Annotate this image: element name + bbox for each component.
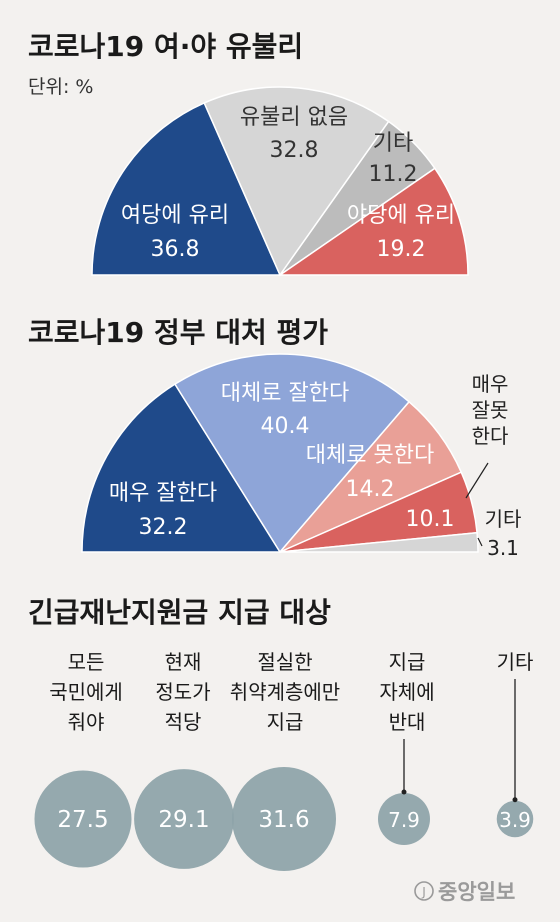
slice-label-3-2: 한다 bbox=[472, 424, 509, 448]
slice-value-0: 36.8 bbox=[151, 237, 200, 262]
bubble-label-2-0: 절실한 bbox=[257, 650, 312, 674]
slice-value-2: 14.2 bbox=[346, 477, 395, 502]
credit-text: 중앙일보 bbox=[438, 880, 515, 904]
bubble-label-2-1: 취약계층에만 bbox=[230, 680, 340, 704]
unit-label: 단위: % bbox=[28, 76, 93, 98]
slice-label-3-0: 매우 bbox=[472, 372, 509, 396]
slice-0 bbox=[81, 383, 282, 553]
bubble-4 bbox=[496, 800, 534, 838]
slice-label-3-1: 잘못 bbox=[472, 398, 509, 422]
copyright-icon bbox=[414, 881, 434, 901]
slice-label-2: 대체로 못한다 bbox=[306, 443, 434, 468]
bubble-value-4: 3.9 bbox=[499, 808, 531, 832]
slice-label-2: 기타 bbox=[373, 131, 413, 156]
slice-value-3: 19.2 bbox=[377, 237, 426, 262]
bubble-0 bbox=[34, 770, 132, 868]
bubble-value-0: 27.5 bbox=[57, 807, 108, 833]
slice-value-3: 10.1 bbox=[406, 507, 455, 532]
bubble-leader-dot-4 bbox=[512, 797, 518, 803]
bubble-label-3-0: 지급 bbox=[389, 650, 426, 674]
slice-label-1: 유불리 없음 bbox=[240, 105, 348, 130]
slice-value-1: 32.8 bbox=[270, 138, 319, 163]
bubble-label-3-1: 자체에 bbox=[379, 680, 434, 704]
slice-1 bbox=[173, 353, 411, 554]
chart-1-title: 코로나19 여·야 유불리 bbox=[28, 30, 303, 63]
chart-1-semicircle: 여당에 유리 36.8 유불리 없음 32.8 기타 11.2 야당에 유리 19.2 bbox=[91, 86, 469, 277]
slice-3 bbox=[277, 167, 469, 276]
slice-label-0: 매우 잘한다 bbox=[109, 481, 217, 506]
copyright-glyph: J bbox=[421, 885, 426, 899]
bubble-1 bbox=[134, 769, 234, 869]
slice-4 bbox=[279, 531, 479, 553]
slice-value-1: 40.4 bbox=[261, 414, 310, 439]
bubble-leader-dot-3 bbox=[401, 789, 407, 795]
slice-value-0: 32.2 bbox=[139, 515, 188, 540]
bubble-label-1-0: 현재 bbox=[165, 650, 202, 674]
bubble-label-1-1: 정도가 bbox=[155, 680, 210, 704]
chart-3-title: 긴급재난지원금 지급 대상 bbox=[28, 596, 331, 629]
slice-label-4: 기타 bbox=[485, 507, 522, 531]
slice-label-0: 여당에 유리 bbox=[121, 203, 229, 228]
bubble-label-3-2: 반대 bbox=[389, 710, 426, 734]
slice-value-2: 11.2 bbox=[369, 162, 418, 187]
slice-value-4: 3.1 bbox=[487, 536, 519, 560]
bubble-label-0-0: 모든 bbox=[68, 650, 105, 674]
bubble-value-3: 7.9 bbox=[388, 808, 420, 832]
bubble-2 bbox=[232, 767, 336, 871]
slice-0 bbox=[91, 101, 282, 276]
bubble-3 bbox=[378, 793, 430, 845]
bubble-label-0-1: 국민에게 bbox=[49, 680, 123, 704]
bubble-label-1-2: 적당 bbox=[165, 710, 202, 734]
bubble-label-4-0: 기타 bbox=[497, 650, 534, 674]
bubble-label-2-2: 지급 bbox=[267, 710, 304, 734]
credit-mark: J 중앙일보 bbox=[414, 880, 515, 904]
slice-label-1: 대체로 잘한다 bbox=[221, 381, 349, 406]
leader-line-slice-4 bbox=[477, 537, 483, 547]
chart-3-bubbles: 모든국민에게줘야27.5현재정도가적당29.1절실한취약계층에만지급31.6지급… bbox=[34, 650, 533, 871]
bubble-label-0-2: 줘야 bbox=[68, 710, 105, 734]
bubble-value-1: 29.1 bbox=[158, 807, 209, 833]
bubble-value-2: 31.6 bbox=[258, 807, 309, 833]
slice-label-3: 야당에 유리 bbox=[347, 203, 455, 228]
leader-line-slice-3 bbox=[465, 462, 489, 499]
slice-1 bbox=[203, 86, 390, 277]
chart-2-title: 코로나19 정부 대처 평가 bbox=[28, 316, 328, 349]
